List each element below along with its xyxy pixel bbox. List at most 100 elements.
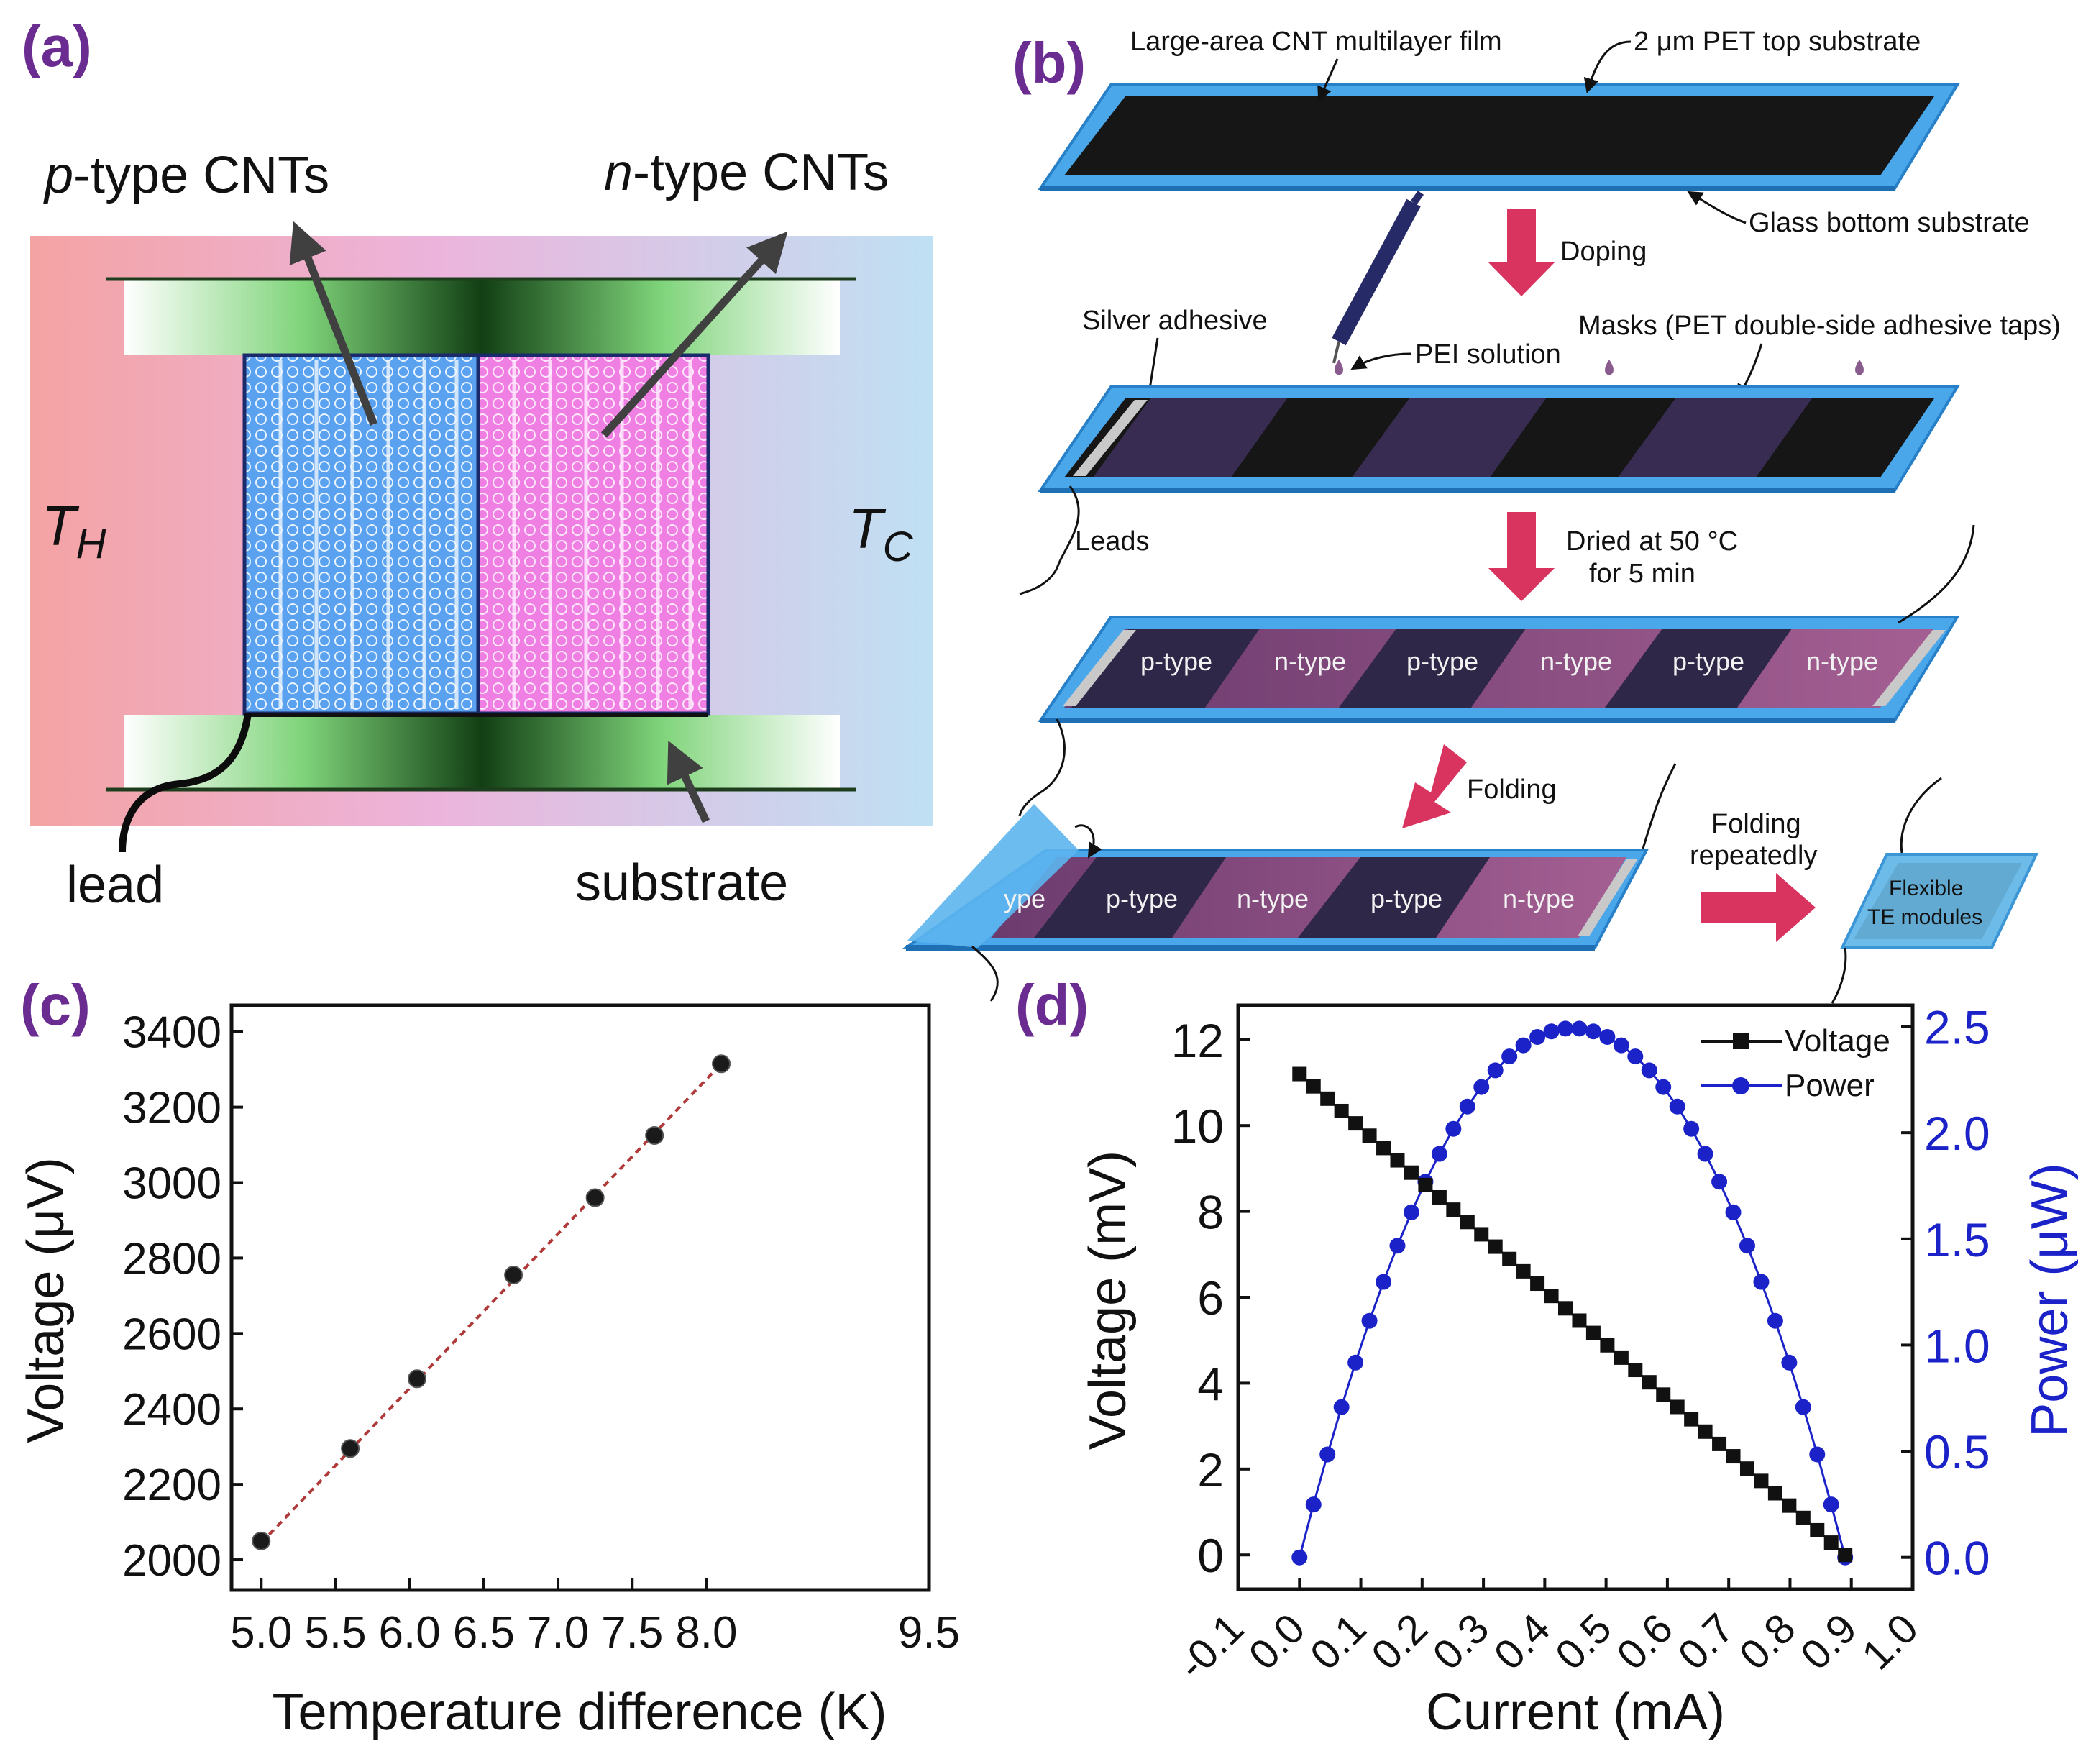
- chart-d-xtick-label: 0.3: [1424, 1605, 1498, 1679]
- chart-c: 2000 2200 2400 2600 2800 3000 3200 3400 5.0 5.5 6.…: [122, 1008, 960, 1658]
- chart-d-power-point: [1376, 1274, 1392, 1290]
- chart-d-power-point: [1333, 1399, 1350, 1415]
- chart-d-ytick-right-label: 0.0: [1924, 1532, 1990, 1585]
- chart-d-voltage-point: [1670, 1399, 1685, 1415]
- chart-d-voltage-point: [1432, 1189, 1447, 1205]
- chart-c-ytick-label: 2600: [122, 1310, 221, 1359]
- chart-d-voltage-point: [1376, 1141, 1391, 1156]
- fold-strip-segments: [1034, 857, 1490, 938]
- chart-c-ytick-label: 2800: [122, 1234, 221, 1284]
- chart-d-right-axis-label: Power (μW): [2021, 1163, 2079, 1437]
- chart-c-xtick-label: 7.5: [601, 1608, 663, 1658]
- fold-label-0: ype: [1004, 884, 1045, 913]
- panel-a-label: (a): [22, 14, 92, 78]
- chart-d-power-point: [1781, 1354, 1798, 1371]
- chart-c-xtick-label: 9.5: [898, 1608, 960, 1658]
- chart-d-power-point: [1809, 1446, 1826, 1463]
- chart-d-power-point: [1361, 1312, 1378, 1329]
- chart-d-voltage-point: [1502, 1251, 1517, 1266]
- fold-label-2: n-type: [1237, 884, 1309, 913]
- chart-d-power-point: [1725, 1204, 1742, 1220]
- repeat-folding-arrow: [1701, 873, 1816, 942]
- chart-d-ytick-label: 10: [1171, 1100, 1224, 1153]
- chart-c-x-axis-label: Temperature difference (K): [272, 1683, 887, 1741]
- lead-wire: [119, 713, 252, 853]
- chart-d-power-point: [1683, 1120, 1700, 1137]
- chart-d-power-point: [1753, 1274, 1770, 1290]
- chart-d-voltage-point: [1698, 1424, 1713, 1439]
- folding-label: Folding: [1467, 774, 1557, 805]
- chart-d-voltage-point: [1712, 1436, 1727, 1451]
- chart-c-ytick-label: 2200: [122, 1461, 221, 1510]
- folding-repeatedly-line1: Folding: [1711, 809, 1801, 839]
- chart-d-xtick-label: 0.6: [1608, 1605, 1682, 1679]
- chart-d-power-point: [1641, 1062, 1657, 1079]
- strip-label-0: p-type: [1140, 646, 1212, 676]
- chart-d-voltage-point: [1516, 1263, 1531, 1279]
- chart-d-power-point: [1823, 1496, 1839, 1513]
- mask-3: [1618, 398, 1812, 477]
- chart-d-voltage-point: [1460, 1215, 1475, 1230]
- chart-d-voltage-point: [1642, 1375, 1657, 1390]
- n-type-pointer-arrow: [600, 231, 788, 438]
- chart-d-voltage-point: [1823, 1535, 1839, 1550]
- chart-d-power-point: [1613, 1037, 1629, 1054]
- chart-d-voltage-point: [1390, 1153, 1405, 1168]
- legend-power-label: Power: [1785, 1068, 1875, 1103]
- chart-c-xtick-label: 5.0: [230, 1608, 292, 1658]
- strip-type-labels: p-type n-type p-type n-type p-type n-type: [1140, 646, 1878, 676]
- syringe-icon: [1332, 191, 1424, 364]
- fold-type-labels: ype p-type n-type p-type n-type: [1004, 884, 1575, 913]
- chart-d-xtick-label: 0.5: [1547, 1605, 1621, 1679]
- mask-2: [1352, 398, 1546, 477]
- chart-d-voltage-point: [1544, 1289, 1559, 1304]
- module-label-line1: Flexible: [1889, 877, 1963, 900]
- chart-c-plot-frame: [229, 1003, 931, 1592]
- chart-d-voltage-point: [1810, 1522, 1825, 1537]
- fold-label-4: n-type: [1503, 884, 1575, 913]
- chart-d-ytick-right-label: 2.0: [1924, 1107, 1990, 1160]
- chart-d-power-point: [1445, 1120, 1462, 1137]
- chart-d-voltage-point: [1418, 1177, 1433, 1192]
- chart-d-xtick-label: 0.2: [1363, 1605, 1437, 1679]
- n-type-label: n-type CNTs: [604, 144, 889, 201]
- drying-step-arrow: [1488, 512, 1555, 601]
- bottom-substrate: [124, 715, 840, 790]
- panel-b: (b) Large-area CNT multilayer film 2 μm …: [901, 27, 2061, 1004]
- chart-c-ytick-label: 2400: [122, 1385, 221, 1435]
- panel-d: (d) 0246810120.00.51.01.52.02.5-0.10.00.…: [1015, 973, 2079, 1741]
- chart-c-data-point: [712, 1054, 731, 1074]
- p-type-cnt-block: [242, 353, 480, 716]
- strip-label-5: n-type: [1806, 646, 1878, 676]
- chart-c-ytick-label: 3200: [122, 1084, 221, 1133]
- silver-adhesive-strip: [1073, 400, 1148, 476]
- chart-d-y-axis-label: Voltage (mV): [1079, 1151, 1137, 1450]
- panel-a: (a) p-type CNTs: [22, 14, 933, 914]
- chart-d-power-point: [1767, 1312, 1783, 1329]
- chart-d-ytick-right-label: 1.0: [1924, 1319, 1990, 1372]
- strip-label-3: n-type: [1540, 646, 1612, 676]
- chart-d-power-point: [1627, 1048, 1644, 1065]
- chart-d-power-point: [1599, 1028, 1616, 1045]
- chart-d-power-point: [1543, 1023, 1560, 1040]
- chart-d-voltage-point: [1628, 1363, 1643, 1378]
- chart-c-xtick-label: 6.5: [453, 1608, 515, 1658]
- chart-c-fit-line: [260, 1062, 723, 1544]
- chart-d-xtick-label: 0.7: [1669, 1605, 1743, 1679]
- dried-label-line1: Dried at 50 °C: [1566, 526, 1738, 557]
- chart-d-xtick-label: 0.8: [1731, 1605, 1805, 1679]
- chart-c-data-point: [585, 1188, 605, 1207]
- chart-c-data-point: [645, 1125, 664, 1145]
- masks-label: Masks (PET double-side adhesive taps): [1578, 311, 2061, 341]
- chart-c-data-point: [252, 1531, 271, 1550]
- chart-d-power-point: [1319, 1446, 1336, 1463]
- chart-d-voltage-point: [1320, 1091, 1335, 1106]
- panel-b-label: (b): [1012, 31, 1086, 95]
- pet-top-substrate-label: 2 μm PET top substrate: [1634, 27, 1921, 57]
- chart-d-voltage-point: [1292, 1066, 1307, 1082]
- cnt-film-stage1-black: [1064, 96, 1934, 175]
- chart-d-voltage-point: [1558, 1301, 1573, 1316]
- chart-d-voltage-point: [1572, 1313, 1587, 1328]
- chart-d-voltage-point: [1656, 1387, 1671, 1402]
